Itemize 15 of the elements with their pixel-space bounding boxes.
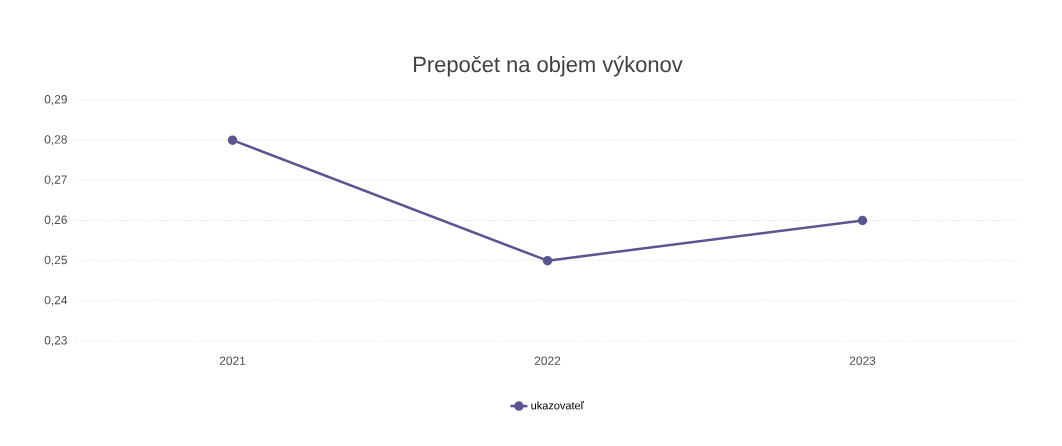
x-tick-label: 2023 <box>849 356 876 365</box>
x-tick-label: 2022 <box>534 356 561 365</box>
y-tick-label: 0,28 <box>44 135 67 146</box>
point <box>857 215 868 226</box>
chart-title: Prepočet na objem výkonov <box>414 55 683 77</box>
x-tick-label: 2021 <box>219 356 246 365</box>
y-tick-label: 0,27 <box>44 175 67 186</box>
y-tick-label: 0,24 <box>44 295 68 306</box>
y-tick-label: 0,29 <box>44 95 67 105</box>
y-tick-label: 0,23 <box>44 336 67 346</box>
point <box>227 135 238 145</box>
y-tick-label: 0,26 <box>44 215 67 226</box>
legend-label: ukazovateľ <box>531 401 584 410</box>
y-tick-label: 0,25 <box>44 255 67 266</box>
point <box>542 255 553 266</box>
